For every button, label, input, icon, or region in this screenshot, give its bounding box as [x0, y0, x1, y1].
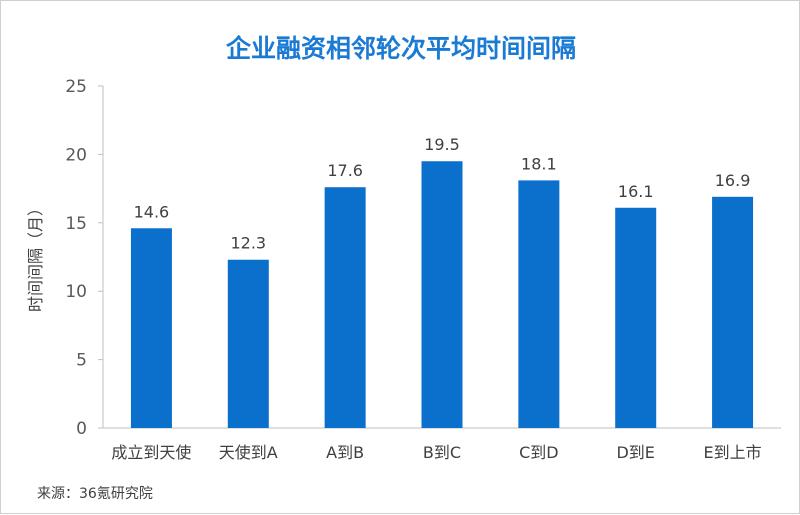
- bar: [421, 161, 463, 429]
- y-ticks: 0 5 10 15 20 25: [65, 77, 103, 439]
- bar: [324, 187, 366, 428]
- y-tick-label: 5: [76, 351, 87, 371]
- x-tick-label: C到D: [519, 443, 559, 462]
- y-tick-label: 15: [65, 214, 87, 234]
- x-tick-label: A到B: [326, 443, 364, 462]
- value-labels: 14.6 12.3 17.6 19.5 18.1 16.1 16.9: [134, 135, 751, 252]
- data-label: 16.1: [618, 182, 654, 201]
- y-tick-label: 0: [76, 419, 87, 439]
- y-axis-label: 时间间隔（月）: [26, 200, 45, 312]
- x-tick-label: 成立到天使: [111, 443, 191, 462]
- x-ticks: 成立到天使 天使到A A到B B到C C到D D到E E到上市: [111, 443, 761, 462]
- data-label: 12.3: [230, 234, 266, 253]
- bar: [518, 180, 560, 428]
- y-tick-label: 25: [65, 77, 87, 97]
- data-label: 18.1: [521, 154, 557, 173]
- bar: [712, 196, 754, 428]
- data-label: 17.6: [327, 161, 363, 180]
- source-note: 来源：36氪研究院: [37, 486, 153, 502]
- x-tick-label: 天使到A: [219, 443, 278, 462]
- y-tick-label: 20: [65, 145, 87, 165]
- x-tick-label: E到上市: [704, 443, 762, 462]
- y-tick-label: 10: [65, 282, 87, 302]
- chart-title: 企业融资相邻轮次平均时间间隔: [226, 34, 576, 63]
- bar: [227, 259, 269, 428]
- data-label: 19.5: [424, 135, 460, 154]
- bar: [615, 207, 657, 428]
- x-tick-label: D到E: [616, 443, 654, 462]
- bar: [130, 228, 172, 428]
- data-label: 16.9: [715, 171, 751, 190]
- bars: [130, 161, 754, 429]
- data-label: 14.6: [134, 202, 170, 221]
- x-tick-label: B到C: [423, 443, 461, 462]
